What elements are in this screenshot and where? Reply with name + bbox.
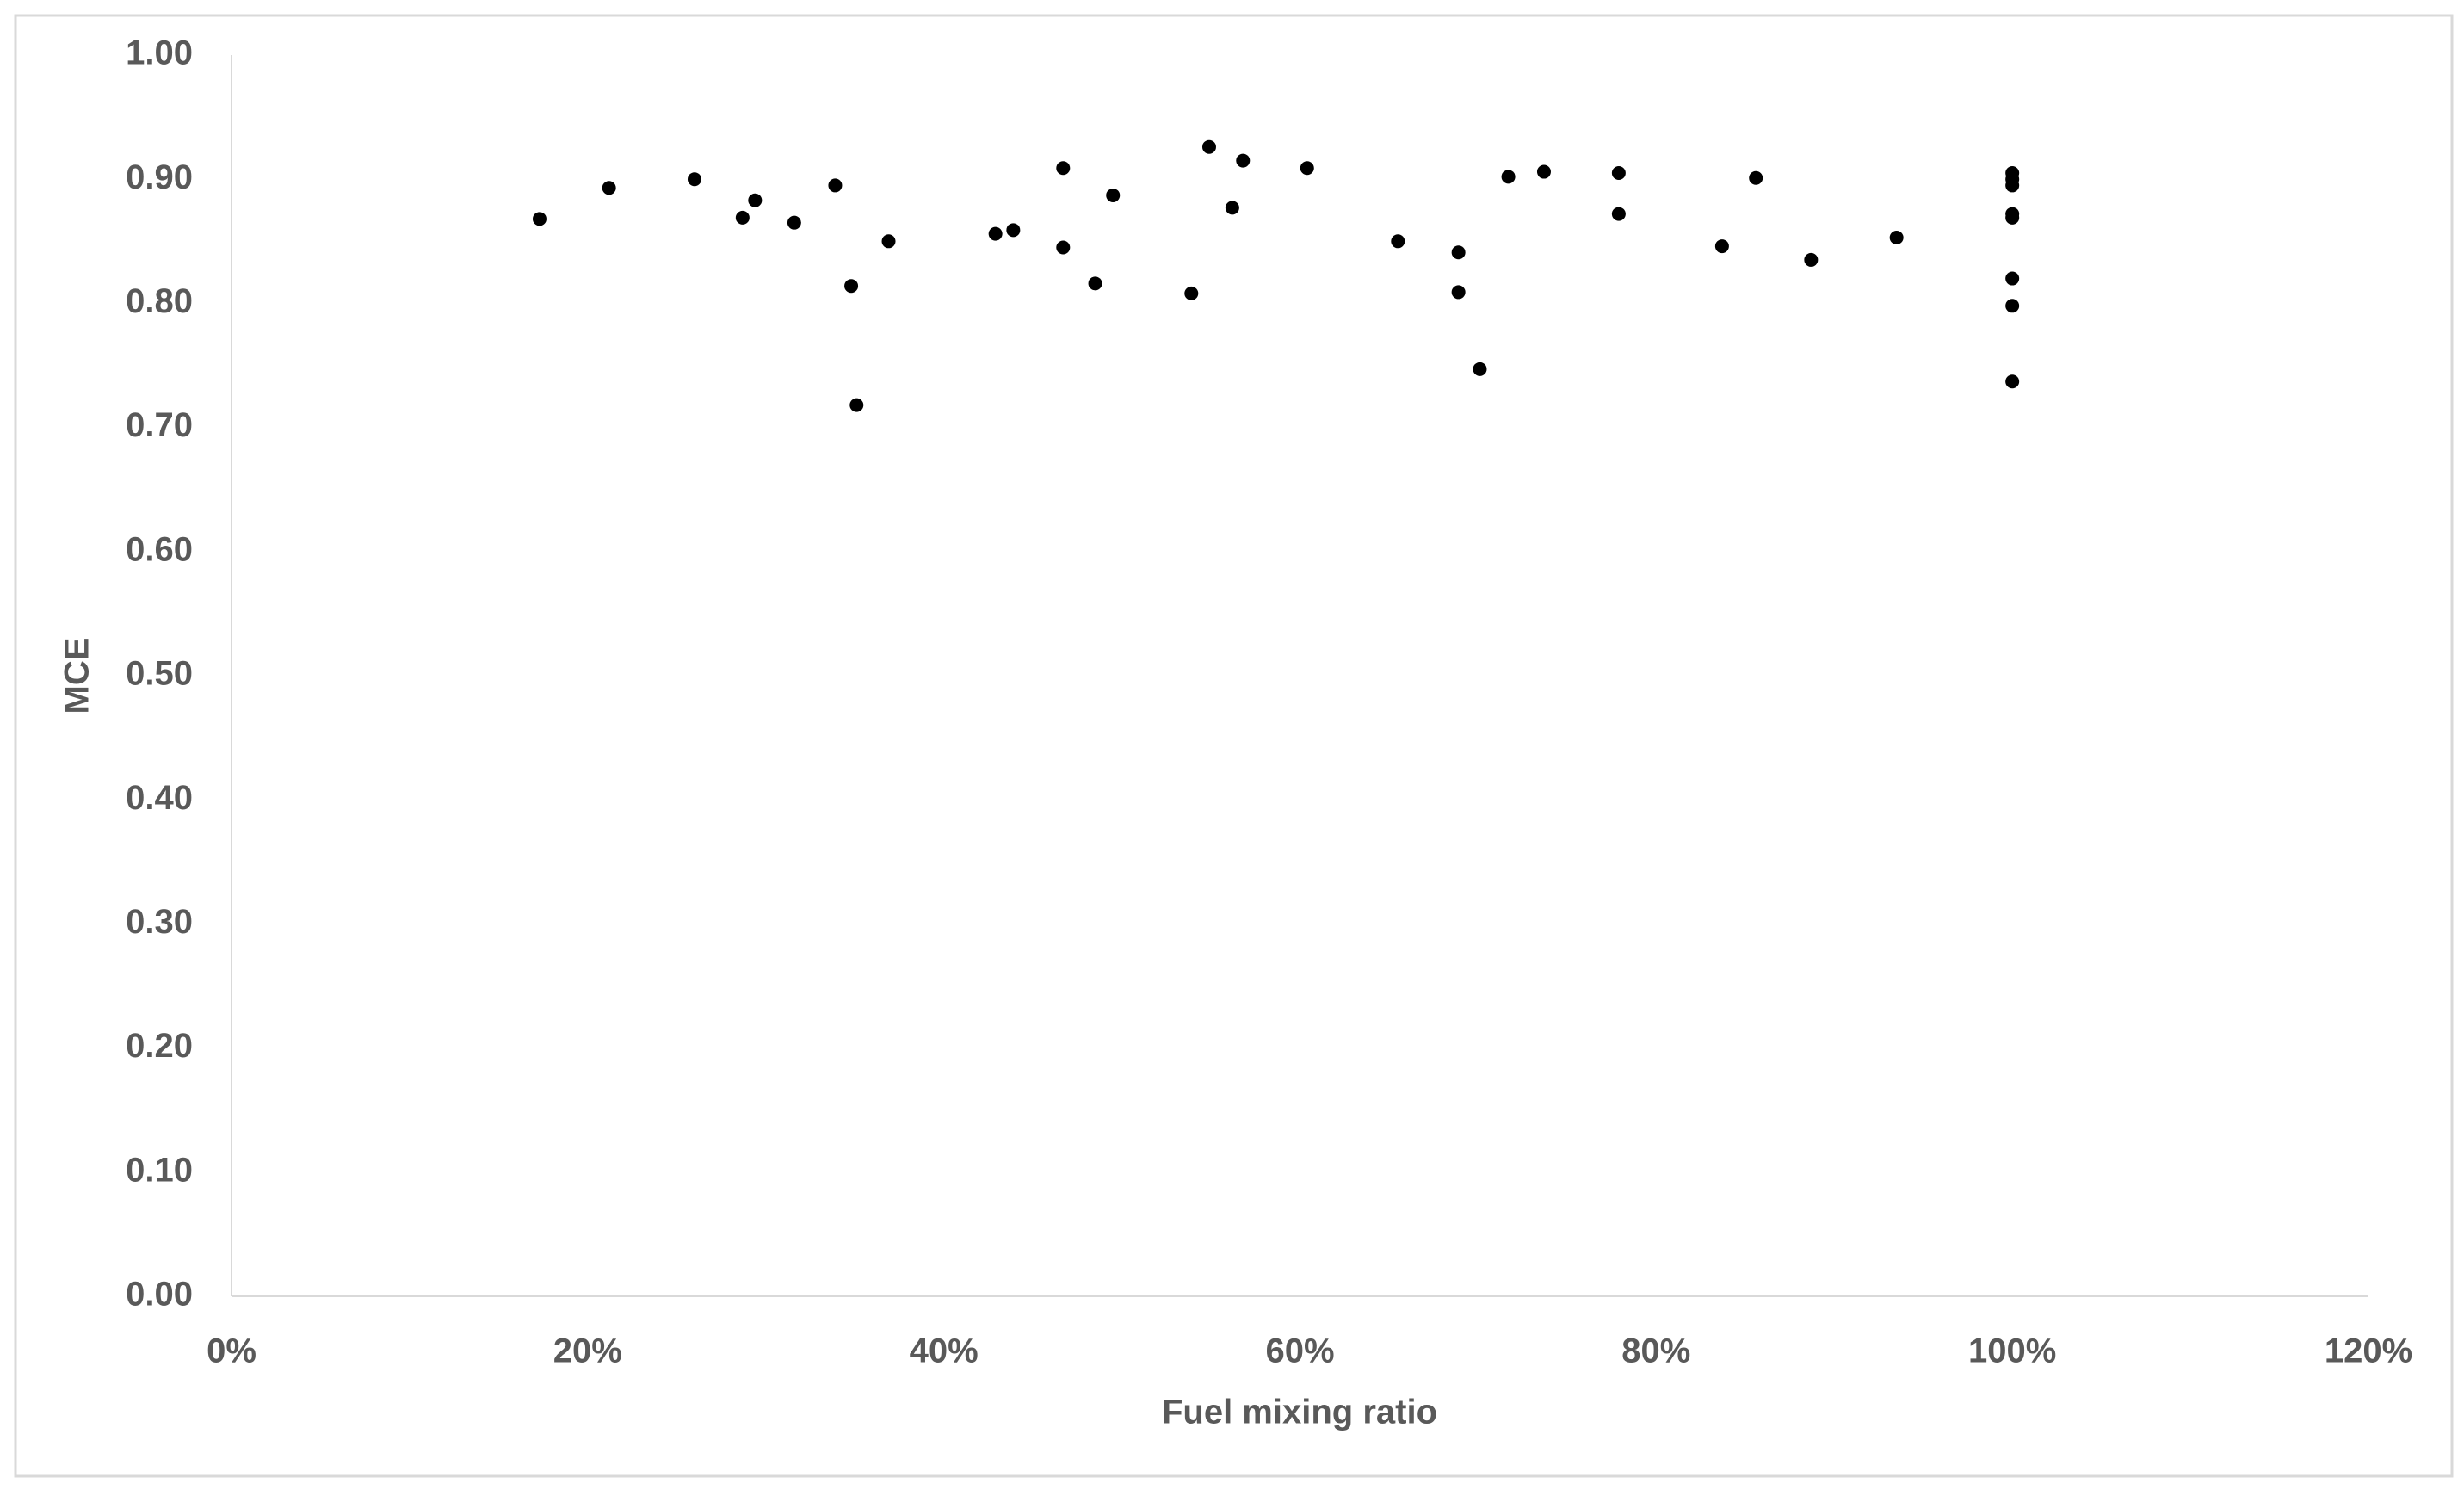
- data-point: [1225, 201, 1239, 215]
- data-point: [2005, 299, 2020, 313]
- x-tick-label: 120%: [2325, 1332, 2412, 1370]
- data-point: [1056, 240, 1071, 255]
- data-point: [849, 398, 864, 412]
- data-point: [1451, 285, 1466, 300]
- data-point: [1611, 207, 1626, 221]
- y-tick-label: 0.10: [126, 1151, 193, 1189]
- data-point: [1236, 153, 1251, 168]
- x-tick-label: 20%: [553, 1332, 622, 1370]
- y-tick-label: 0.80: [126, 282, 193, 320]
- data-point: [1300, 161, 1314, 176]
- data-point: [1391, 234, 1405, 249]
- data-point: [1611, 165, 1626, 180]
- data-point: [1201, 139, 1216, 154]
- data-point: [532, 212, 547, 226]
- data-point: [881, 234, 896, 249]
- x-tick-label: 0%: [207, 1332, 256, 1370]
- y-tick-label: 0.50: [126, 655, 193, 693]
- data-point: [1714, 239, 1729, 254]
- y-tick-label: 1.00: [126, 34, 193, 72]
- chart-frame: [14, 14, 2454, 1478]
- data-point: [1006, 223, 1021, 238]
- y-tick-label: 0.20: [126, 1027, 193, 1065]
- data-point: [828, 178, 843, 193]
- y-tick-label: 0.00: [126, 1276, 193, 1314]
- data-point: [1889, 230, 1904, 244]
- data-point: [2005, 374, 2020, 389]
- data-point: [1106, 188, 1121, 202]
- data-point: [988, 226, 1003, 241]
- data-point: [687, 172, 701, 187]
- data-point: [1536, 164, 1551, 179]
- data-point: [1451, 245, 1466, 260]
- data-point: [602, 181, 616, 195]
- data-point: [1501, 170, 1516, 184]
- x-tick-label: 40%: [910, 1332, 979, 1370]
- x-tick-label: 100%: [1968, 1332, 2056, 1370]
- data-point: [2005, 210, 2020, 225]
- data-point: [1088, 276, 1102, 291]
- y-tick-label: 0.40: [126, 779, 193, 817]
- data-point: [1056, 161, 1071, 176]
- data-point: [2005, 271, 2020, 286]
- data-point: [748, 193, 763, 207]
- y-tick-label: 0.60: [126, 530, 193, 568]
- y-tick-label: 0.70: [126, 406, 193, 444]
- x-tick-label: 60%: [1265, 1332, 1334, 1370]
- y-tick-label: 0.30: [126, 903, 193, 941]
- data-point: [1473, 362, 1487, 376]
- data-point: [1804, 252, 1819, 267]
- data-point: [2005, 178, 2020, 193]
- x-axis-title: Fuel mixing ratio: [1162, 1394, 1437, 1431]
- x-tick-label: 80%: [1621, 1332, 1690, 1370]
- y-tick-label: 0.90: [126, 158, 193, 196]
- data-point: [1749, 170, 1763, 185]
- y-axis-title: MCE: [59, 638, 96, 714]
- data-point: [1184, 286, 1199, 300]
- data-point: [735, 210, 750, 225]
- data-point: [844, 279, 859, 294]
- data-point: [787, 215, 801, 230]
